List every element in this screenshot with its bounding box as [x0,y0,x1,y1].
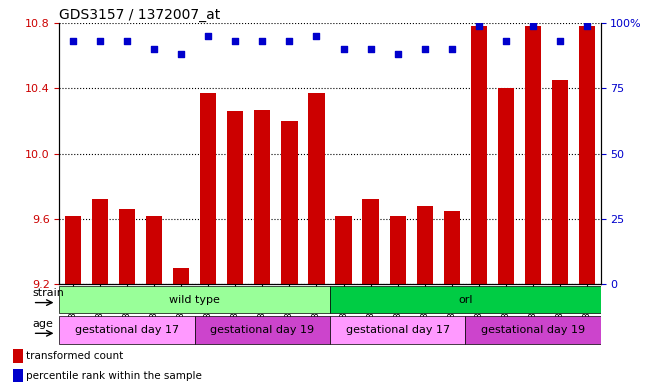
Bar [200,93,216,284]
Bar [389,216,406,284]
Point [176,51,187,58]
Text: percentile rank within the sample: percentile rank within the sample [26,371,202,381]
Point [121,38,132,45]
FancyBboxPatch shape [59,316,195,344]
Text: gestational day 19: gestational day 19 [211,325,314,335]
Point [366,46,376,52]
Point [230,38,241,45]
Point [203,33,214,39]
Text: gestational day 17: gestational day 17 [346,325,449,335]
Bar [146,216,162,284]
Text: orl: orl [458,295,473,305]
Bar [335,216,352,284]
Bar [416,206,433,284]
Text: transformed count: transformed count [26,351,123,361]
Point [284,38,295,45]
FancyBboxPatch shape [195,316,330,344]
Text: gestational day 17: gestational day 17 [75,325,179,335]
Text: GDS3157 / 1372007_at: GDS3157 / 1372007_at [59,8,220,22]
Point [474,23,484,29]
Text: wild type: wild type [169,295,220,305]
Point [149,46,160,52]
Bar [13,369,23,382]
Point [68,38,79,45]
Bar [13,349,23,363]
Bar [498,88,514,284]
Bar [92,199,108,284]
Text: strain: strain [33,288,65,298]
FancyBboxPatch shape [330,316,465,344]
Bar [173,268,189,284]
Bar [552,80,568,284]
Point [392,51,403,58]
Point [420,46,430,52]
Bar [281,121,298,284]
Text: gestational day 19: gestational day 19 [481,325,585,335]
Point [582,23,593,29]
Bar [579,26,595,284]
Text: age: age [33,319,53,329]
Bar [308,93,325,284]
Point [257,38,268,45]
Point [501,38,512,45]
FancyBboxPatch shape [330,286,601,313]
Bar [227,111,244,284]
Bar [525,26,541,284]
Bar [65,216,81,284]
Point [528,23,539,29]
Bar [119,209,135,284]
Bar [471,26,487,284]
Point [312,33,322,39]
Point [554,38,565,45]
Point [339,46,349,52]
FancyBboxPatch shape [465,316,601,344]
Bar [362,199,379,284]
Bar [254,109,271,284]
Point [95,38,106,45]
Point [447,46,457,52]
Bar [444,211,460,284]
FancyBboxPatch shape [59,286,330,313]
